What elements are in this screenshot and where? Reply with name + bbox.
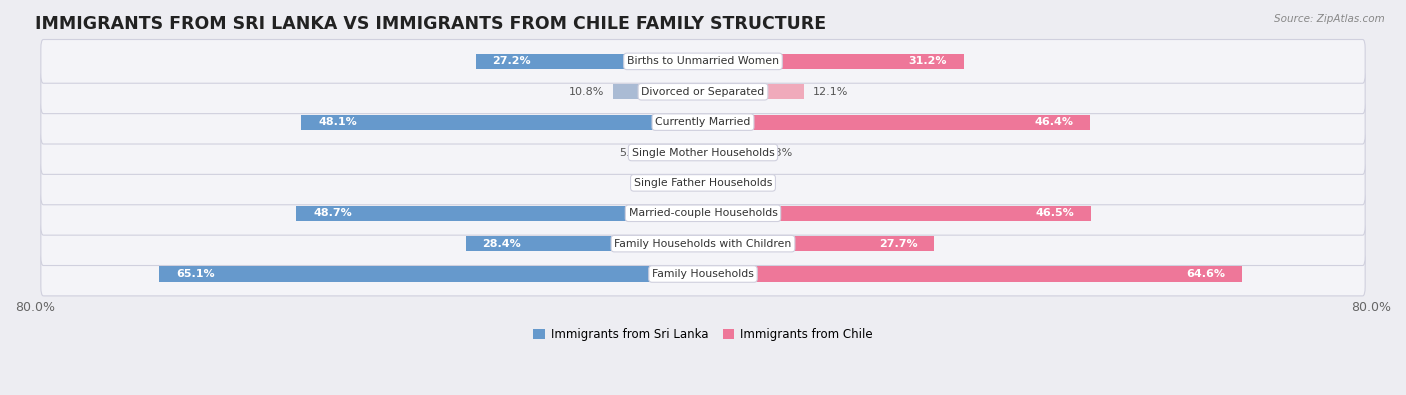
Text: Married-couple Households: Married-couple Households bbox=[628, 208, 778, 218]
Bar bbox=[465, 236, 703, 251]
Text: 6.3%: 6.3% bbox=[763, 147, 792, 158]
Text: Family Households: Family Households bbox=[652, 269, 754, 279]
Text: Source: ZipAtlas.com: Source: ZipAtlas.com bbox=[1274, 14, 1385, 24]
Text: 48.1%: 48.1% bbox=[318, 117, 357, 127]
Text: Currently Married: Currently Married bbox=[655, 117, 751, 127]
Text: 64.6%: 64.6% bbox=[1187, 269, 1226, 279]
Bar bbox=[657, 145, 703, 160]
FancyBboxPatch shape bbox=[41, 252, 1365, 296]
FancyBboxPatch shape bbox=[41, 192, 1365, 235]
Bar bbox=[159, 267, 703, 282]
Text: 2.0%: 2.0% bbox=[650, 178, 678, 188]
Bar bbox=[703, 115, 1091, 130]
Bar bbox=[703, 84, 804, 100]
Bar bbox=[703, 175, 721, 190]
Text: 27.7%: 27.7% bbox=[879, 239, 918, 248]
FancyBboxPatch shape bbox=[41, 161, 1365, 205]
FancyBboxPatch shape bbox=[41, 222, 1365, 265]
Text: Single Mother Households: Single Mother Households bbox=[631, 147, 775, 158]
Bar bbox=[686, 175, 703, 190]
Text: 46.4%: 46.4% bbox=[1035, 117, 1074, 127]
Text: 65.1%: 65.1% bbox=[176, 269, 215, 279]
FancyBboxPatch shape bbox=[41, 40, 1365, 83]
Text: Divorced or Separated: Divorced or Separated bbox=[641, 87, 765, 97]
Bar bbox=[703, 145, 755, 160]
Bar bbox=[613, 84, 703, 100]
Text: Family Households with Children: Family Households with Children bbox=[614, 239, 792, 248]
Text: 2.2%: 2.2% bbox=[730, 178, 758, 188]
Text: Births to Unmarried Women: Births to Unmarried Women bbox=[627, 56, 779, 66]
Bar bbox=[703, 236, 935, 251]
Text: Single Father Households: Single Father Households bbox=[634, 178, 772, 188]
FancyBboxPatch shape bbox=[41, 70, 1365, 114]
Text: 5.6%: 5.6% bbox=[620, 147, 648, 158]
FancyBboxPatch shape bbox=[41, 100, 1365, 144]
Text: 48.7%: 48.7% bbox=[314, 208, 352, 218]
Bar bbox=[703, 54, 963, 69]
Legend: Immigrants from Sri Lanka, Immigrants from Chile: Immigrants from Sri Lanka, Immigrants fr… bbox=[529, 323, 877, 346]
Text: 46.5%: 46.5% bbox=[1036, 208, 1074, 218]
Text: 31.2%: 31.2% bbox=[908, 56, 946, 66]
Text: 10.8%: 10.8% bbox=[569, 87, 605, 97]
Bar bbox=[301, 115, 703, 130]
Text: IMMIGRANTS FROM SRI LANKA VS IMMIGRANTS FROM CHILE FAMILY STRUCTURE: IMMIGRANTS FROM SRI LANKA VS IMMIGRANTS … bbox=[35, 15, 827, 33]
FancyBboxPatch shape bbox=[41, 131, 1365, 174]
Bar bbox=[703, 206, 1091, 221]
Text: 28.4%: 28.4% bbox=[482, 239, 522, 248]
Text: 27.2%: 27.2% bbox=[492, 56, 531, 66]
Bar bbox=[703, 267, 1243, 282]
Bar bbox=[475, 54, 703, 69]
Bar bbox=[297, 206, 703, 221]
Text: 12.1%: 12.1% bbox=[813, 87, 848, 97]
